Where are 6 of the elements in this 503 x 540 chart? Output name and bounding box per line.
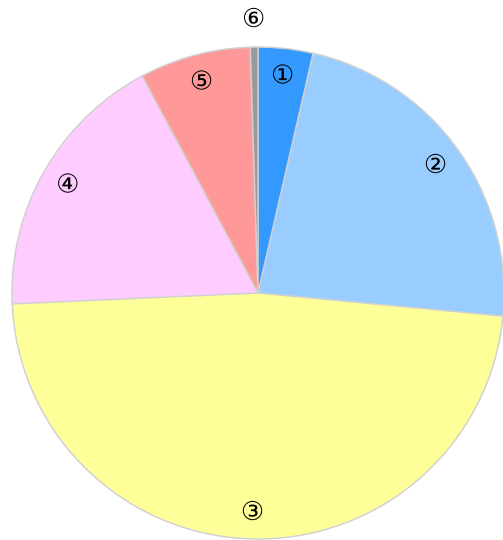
- slice-label: ④: [56, 170, 80, 200]
- slice-label: ⑤: [190, 66, 214, 96]
- slice-label: ③: [240, 496, 264, 527]
- slice-label: ①: [271, 60, 294, 90]
- slice-label: ⑥: [242, 4, 266, 34]
- slice-label: ②: [424, 150, 448, 180]
